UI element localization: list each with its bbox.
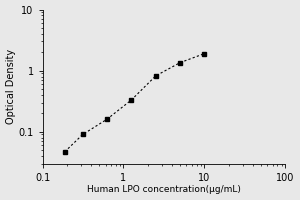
X-axis label: Human LPO concentration(μg/mL): Human LPO concentration(μg/mL) bbox=[87, 185, 241, 194]
Y-axis label: Optical Density: Optical Density bbox=[6, 49, 16, 124]
